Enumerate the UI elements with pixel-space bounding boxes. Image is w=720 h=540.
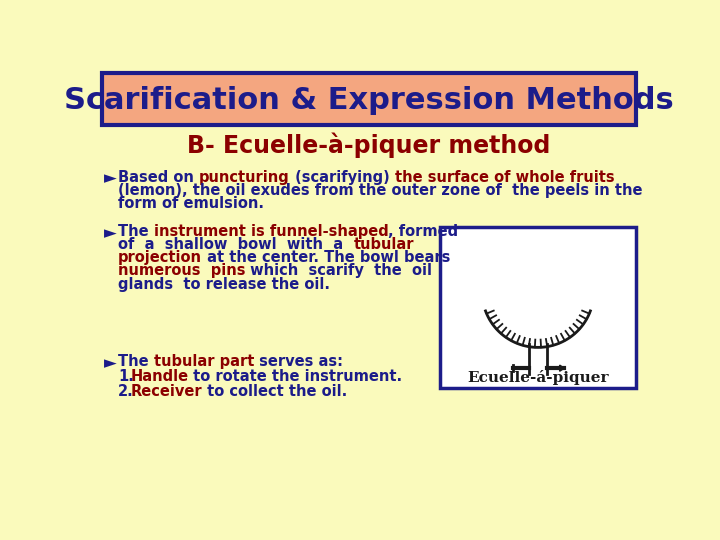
Text: puncturing: puncturing bbox=[199, 170, 289, 185]
Text: Ecuelle-á-piquer: Ecuelle-á-piquer bbox=[467, 370, 608, 385]
Text: at the center. The bowl bears: at the center. The bowl bears bbox=[202, 251, 450, 265]
Text: ►: ► bbox=[104, 354, 117, 372]
Text: form of emulsion.: form of emulsion. bbox=[118, 195, 264, 211]
Text: 1.: 1. bbox=[118, 369, 134, 384]
Text: 2.: 2. bbox=[118, 383, 134, 399]
Text: projection: projection bbox=[118, 251, 202, 265]
Text: ►: ► bbox=[104, 170, 117, 187]
Text: ►: ► bbox=[104, 224, 117, 242]
Text: tubular: tubular bbox=[354, 237, 414, 252]
Text: which  scarify  the  oil: which scarify the oil bbox=[246, 264, 433, 279]
Text: Receiver: Receiver bbox=[130, 383, 202, 399]
Text: serves as:: serves as: bbox=[254, 354, 343, 369]
Text: Based on: Based on bbox=[118, 170, 199, 185]
Text: numerous  pins: numerous pins bbox=[118, 264, 246, 279]
Text: to collect the oil.: to collect the oil. bbox=[202, 383, 347, 399]
Text: the surface of whole fruits: the surface of whole fruits bbox=[395, 170, 614, 185]
Text: The: The bbox=[118, 354, 153, 369]
Text: , formed: , formed bbox=[388, 224, 459, 239]
Text: of  a  shallow  bowl  with  a: of a shallow bowl with a bbox=[118, 237, 354, 252]
Text: Handle: Handle bbox=[130, 369, 189, 384]
Text: glands  to release the oil.: glands to release the oil. bbox=[118, 276, 330, 292]
Text: to rotate the instrument.: to rotate the instrument. bbox=[189, 369, 402, 384]
FancyBboxPatch shape bbox=[102, 72, 636, 125]
Text: B- Ecuelle-à-piquer method: B- Ecuelle-à-piquer method bbox=[187, 133, 551, 158]
FancyBboxPatch shape bbox=[441, 226, 636, 388]
Text: tubular part: tubular part bbox=[153, 354, 254, 369]
Text: (scarifying): (scarifying) bbox=[289, 170, 395, 185]
Text: The: The bbox=[118, 224, 153, 239]
Text: Scarification & Expression Methods: Scarification & Expression Methods bbox=[64, 86, 674, 116]
Text: instrument is funnel-shaped: instrument is funnel-shaped bbox=[153, 224, 388, 239]
Polygon shape bbox=[559, 365, 564, 372]
Text: (lemon), the oil exudes from the outer zone of  the peels in the: (lemon), the oil exudes from the outer z… bbox=[118, 183, 642, 198]
